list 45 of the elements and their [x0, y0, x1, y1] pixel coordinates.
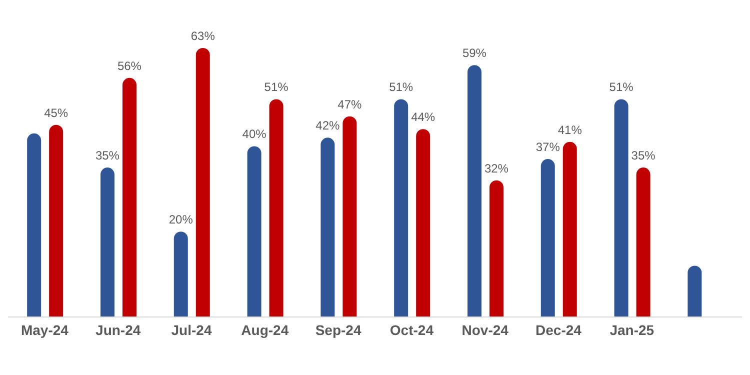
bar [342, 116, 357, 317]
data-label: 20% [168, 212, 194, 227]
x-tick-label: Aug-24 [241, 322, 289, 338]
data-label: 51% [389, 80, 414, 94]
bar [196, 48, 210, 317]
bar [100, 168, 114, 317]
bar [489, 180, 504, 317]
bar [540, 159, 555, 317]
data-label: 32% [484, 161, 509, 176]
data-label: 51% [264, 80, 289, 94]
data-label: 56% [117, 58, 142, 73]
data-label: 35% [631, 148, 656, 163]
bar [122, 78, 136, 317]
x-tick-label: Oct-24 [390, 322, 434, 338]
bar [636, 168, 650, 317]
data-label: 35% [95, 148, 120, 163]
x-tick-label: Jun-24 [96, 322, 141, 338]
data-label: 59% [462, 46, 487, 60]
data-label: 51% [609, 80, 634, 94]
bar [688, 266, 702, 317]
bar [174, 232, 188, 317]
bar [27, 133, 42, 317]
data-label: 47% [338, 97, 362, 112]
data-label: 42% [316, 118, 340, 133]
bar [416, 129, 430, 317]
bar [247, 146, 262, 317]
x-tick-label: Jan-25 [610, 322, 654, 338]
x-tick-label: Sep-24 [315, 322, 362, 338]
x-tick-label: Nov-24 [462, 322, 509, 338]
bar [320, 138, 335, 317]
bar [467, 65, 482, 317]
bar [269, 99, 284, 317]
bar [394, 99, 408, 317]
data-label: 41% [558, 122, 582, 137]
x-tick-label: Dec-24 [536, 322, 582, 338]
data-label: 45% [44, 106, 68, 120]
bar [49, 124, 64, 317]
x-tick-label: Jul-24 [171, 322, 212, 338]
data-label: 40% [242, 127, 267, 142]
bar [614, 99, 628, 317]
data-label: 37% [536, 140, 560, 154]
x-tick-label: May-24 [20, 322, 69, 338]
data-label: 44% [411, 110, 436, 124]
data-label: 63% [190, 29, 216, 43]
bar [562, 142, 577, 317]
